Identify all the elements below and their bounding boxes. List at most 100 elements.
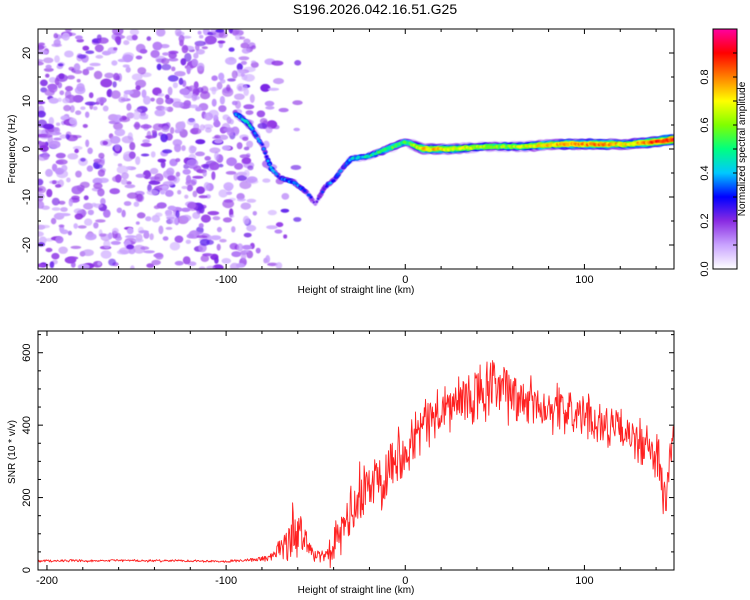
noise-blob [74, 213, 84, 220]
snr-y-axis: 0 200 400 600 [21, 334, 674, 573]
noise-blob [202, 169, 207, 177]
noise-blob [221, 258, 232, 264]
noise-blob [267, 262, 278, 267]
noise-blob [150, 97, 155, 102]
noise-blob [251, 60, 256, 64]
noise-blob [292, 100, 303, 106]
noise-blob [160, 44, 170, 49]
noise-blob [67, 230, 72, 236]
noise-blob [113, 47, 118, 51]
noise-blob [188, 85, 196, 92]
noise-blob [38, 50, 49, 55]
noise-blob [72, 135, 82, 139]
noise-blob [185, 239, 191, 244]
x-tick-label: -100 [215, 575, 237, 587]
noise-blob [265, 126, 273, 134]
noise-blob [218, 31, 228, 39]
noise-blob [162, 52, 170, 56]
noise-blob [121, 135, 134, 144]
noise-blob [122, 64, 130, 68]
noise-blob [186, 158, 199, 168]
noise-blob [195, 139, 206, 145]
noise-blob [77, 54, 87, 59]
noise-blob [77, 225, 87, 229]
noise-blob [134, 121, 141, 130]
noise-blob [73, 223, 78, 229]
noise-blob [158, 225, 164, 235]
noise-blob [58, 73, 65, 80]
noise-blob [126, 244, 135, 250]
noise-blob [77, 263, 90, 269]
noise-blob [189, 104, 199, 109]
track-blob [265, 155, 269, 159]
noise-blob [93, 222, 99, 229]
noise-blob [55, 152, 66, 159]
noise-blob [47, 83, 58, 91]
noise-blob [278, 107, 289, 113]
track-blob [239, 115, 243, 119]
noise-blob [260, 83, 271, 92]
noise-blob [82, 124, 88, 128]
noise-blob [174, 260, 184, 266]
noise-blob [89, 62, 101, 67]
noise-blob [161, 125, 170, 133]
noise-blob [211, 98, 217, 107]
noise-blob [126, 227, 134, 235]
noise-blob [181, 207, 191, 212]
noise-blob [195, 151, 205, 157]
noise-blob [126, 112, 135, 119]
noise-blob [175, 125, 184, 132]
noise-blob [103, 239, 111, 249]
noise-blob [201, 46, 208, 50]
noise-blob [99, 233, 107, 237]
colorbar-label: Normalized spectral amplitude [737, 81, 748, 216]
noise-blob [203, 112, 214, 121]
noise-blob [50, 217, 57, 225]
noise-blob [38, 140, 43, 145]
noise-blob [212, 264, 224, 269]
spectrogram-x-label: Height of straight line (km) [298, 285, 415, 296]
noise-blob [170, 216, 179, 224]
noise-blob [222, 199, 235, 209]
noise-blob [140, 124, 152, 129]
spectrogram-x-axis: -200 -100 0 100 [36, 29, 657, 286]
noise-blob [95, 219, 106, 223]
noise-blob [129, 29, 140, 36]
noise-blob [60, 115, 69, 121]
noise-blob [184, 194, 189, 199]
noise-blob [152, 41, 163, 51]
noise-blob [205, 127, 212, 133]
noise-blob [75, 170, 82, 178]
track-blob [343, 164, 347, 168]
noise-blob [196, 235, 208, 239]
noise-blob [145, 135, 156, 139]
noise-blob [255, 247, 261, 254]
noise-blob [246, 176, 258, 183]
noise-blob [121, 209, 126, 218]
noise-blob [57, 97, 62, 103]
noise-blob [227, 78, 236, 82]
noise-blob [169, 241, 181, 251]
noise-blob [246, 198, 257, 203]
noise-blob [218, 189, 228, 198]
noise-blob [83, 202, 94, 210]
noise-blob [137, 67, 147, 75]
noise-blob [158, 185, 170, 189]
noise-blob [100, 78, 113, 88]
noise-blob [222, 87, 234, 97]
noise-blob [38, 188, 43, 192]
noise-blob [38, 200, 45, 209]
noise-blob [175, 158, 181, 163]
noise-blob [66, 75, 75, 80]
track-blob [318, 195, 322, 198]
noise-blob [290, 165, 302, 170]
noise-blob [214, 139, 223, 144]
noise-blob [275, 262, 283, 269]
noise-blob [267, 209, 277, 216]
noise-blob [184, 52, 192, 62]
noise-blob [114, 36, 121, 43]
x-tick-label: 0 [402, 274, 408, 286]
noise-blob [210, 29, 216, 34]
noise-blob [112, 227, 119, 234]
